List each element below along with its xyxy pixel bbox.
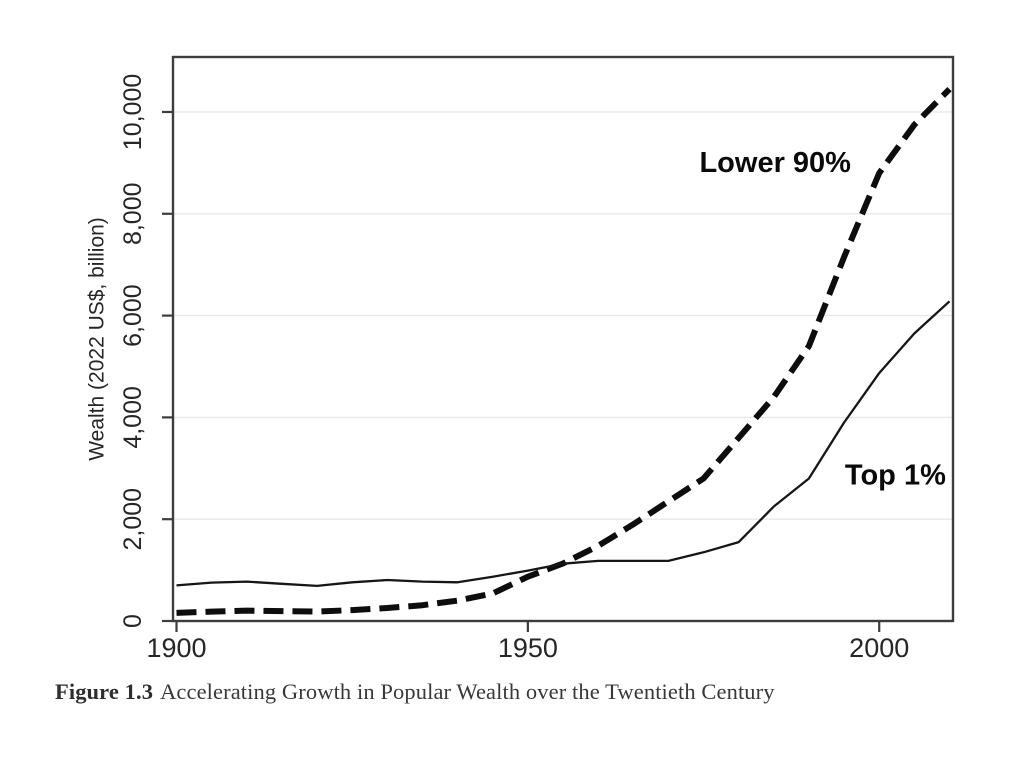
- figure-caption: Figure 1.3 Accelerating Growth in Popular…: [55, 679, 975, 705]
- series-line-top-1: [176, 300, 951, 588]
- series-label-lower-90: Lower 90%: [699, 147, 851, 179]
- y-tick-label: 8,000: [119, 182, 147, 245]
- figure-caption-number: Figure 1.3: [55, 679, 154, 704]
- plot-frame: [171, 55, 955, 623]
- y-tick-label: 2,000: [119, 488, 147, 551]
- figure-caption-text: Accelerating Growth in Popular Wealth ov…: [160, 679, 775, 704]
- x-tick-label: 1900: [146, 633, 206, 663]
- y-axis-title: Wealth (2022 US$, billion): [86, 217, 109, 461]
- y-tick-label: 4,000: [119, 386, 147, 449]
- x-tick-label: 2000: [849, 633, 909, 663]
- series-label-top-1: Top 1%: [845, 459, 946, 491]
- y-tick-label: 0: [119, 614, 147, 628]
- x-tick-label: 1950: [498, 633, 558, 663]
- y-tick-label: 10,000: [119, 74, 147, 150]
- y-tick-label: 6,000: [119, 284, 147, 347]
